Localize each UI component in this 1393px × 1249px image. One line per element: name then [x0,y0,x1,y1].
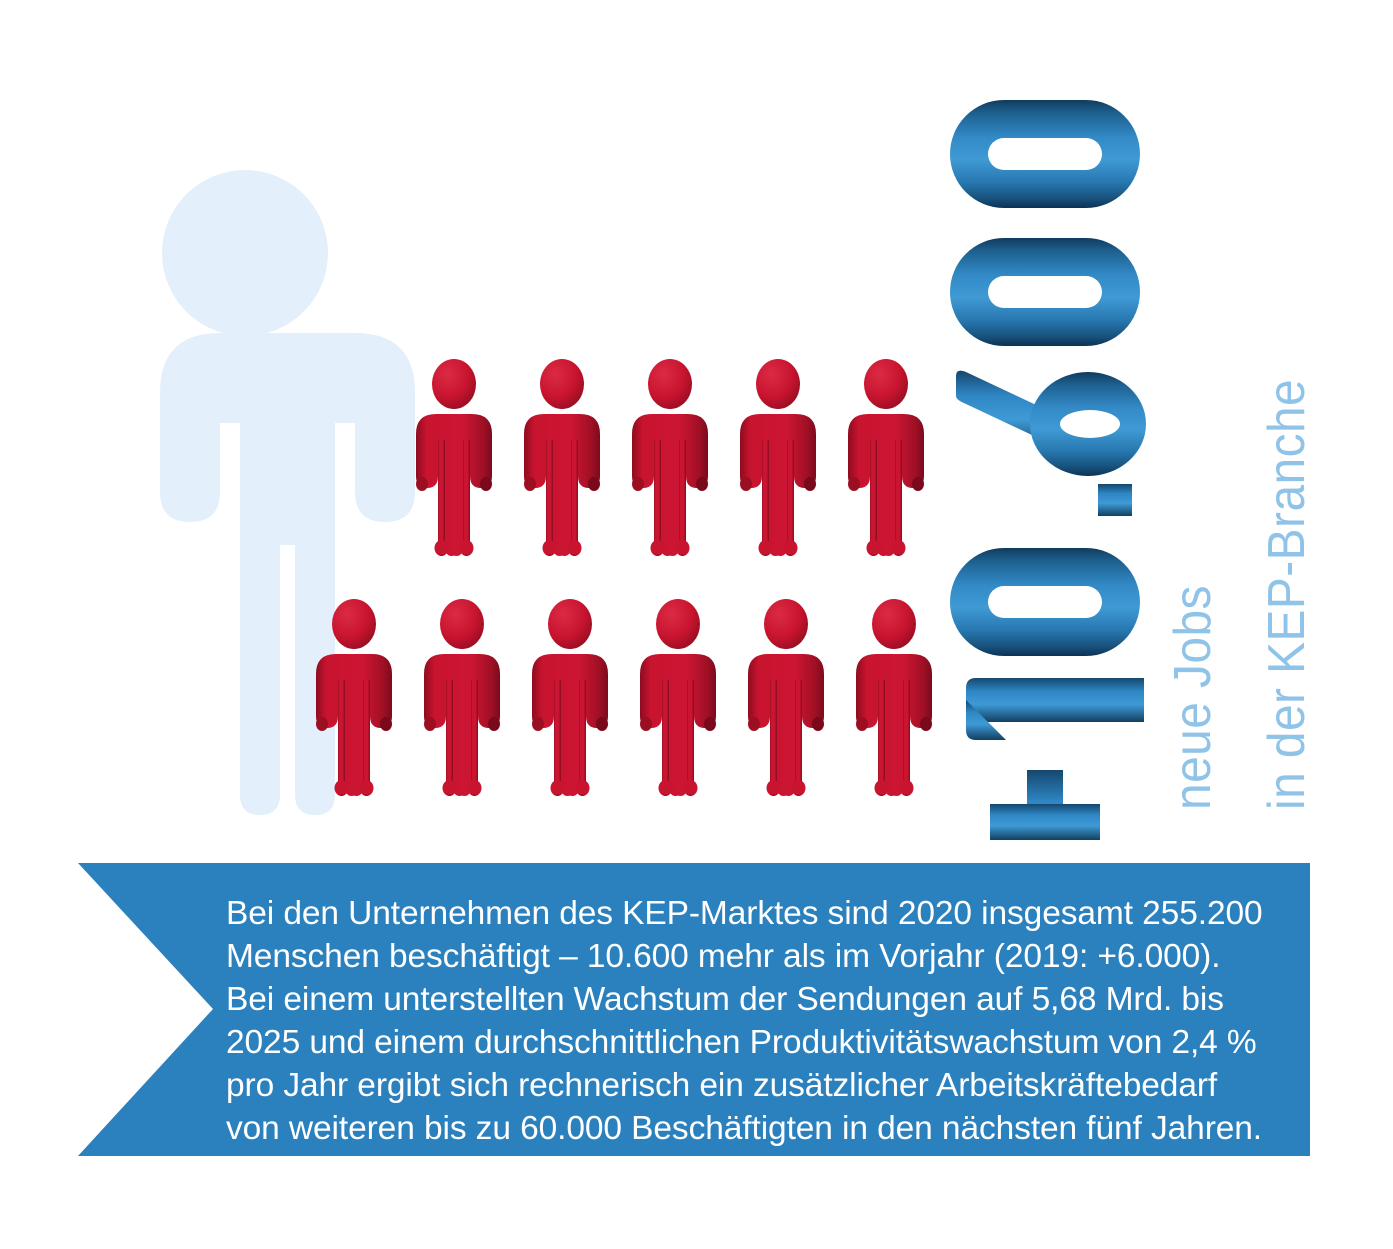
person-icon [632,359,708,556]
person-icon [532,599,608,796]
banner-line: pro Jahr ergibt sich rechnerisch ein zus… [226,1067,1218,1104]
person-icon [740,359,816,556]
person-icon [316,599,392,796]
pictogram-area [0,0,960,850]
person-icon [748,599,824,796]
pictogram-row-2 [310,598,938,798]
person-icon [416,359,492,556]
person-icon [640,599,716,796]
banner-line: 2025 und einem durchschnittlichen Produk… [226,1024,1257,1061]
banner-text-block: Bei den Unternehmen des KEP-Marktes sind… [226,892,1286,1150]
person-icon [524,359,600,556]
large-silhouette-icon [160,170,415,815]
pictogram-row-1 [410,358,930,558]
person-icon [848,359,924,556]
banner-line: von weiteren bis zu 60.000 Beschäftigten… [226,1110,1263,1147]
explanation-banner: Bei den Unternehmen des KEP-Marktes sind… [78,863,1310,1156]
caption-in-der-kep-branche: in der KEP-Branche [1258,378,1316,810]
person-icon [424,599,500,796]
banner-line: Bei einem unterstellten Wachstum der Sen… [226,981,1224,1018]
person-icon [856,599,932,796]
banner-line: Menschen beschäftigt – 10.600 mehr als i… [226,938,1221,975]
banner-chevron-shape [78,863,1310,1156]
caption-neue-jobs: neue Jobs [1164,585,1222,810]
big-number-plus-10600: +10.600 [930,80,1160,840]
banner-line: Bei den Unternehmen des KEP-Marktes sind… [226,895,1263,932]
